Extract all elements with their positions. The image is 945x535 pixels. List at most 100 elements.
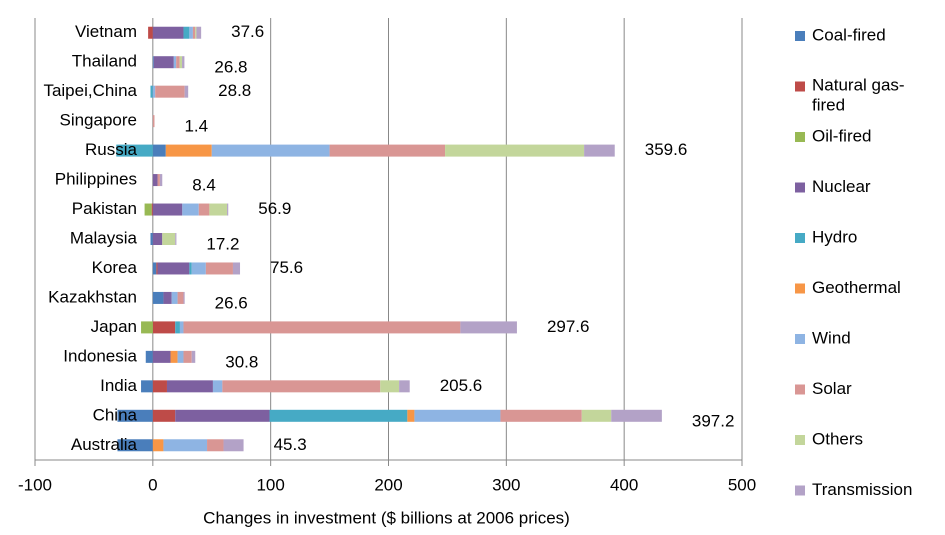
legend-label: Hydro (812, 227, 857, 246)
bar-segment (195, 26, 197, 39)
bar-segment (157, 174, 160, 187)
legend-swatch (795, 485, 805, 496)
bar-segment (152, 26, 184, 39)
category-label: Japan (91, 317, 137, 336)
bar-segment (223, 439, 244, 452)
legend-label: Solar (812, 379, 852, 398)
legend-swatch (795, 81, 805, 92)
category-label: Taipei,China (43, 81, 137, 100)
bar-segment (189, 26, 193, 39)
bar-segment (152, 174, 158, 187)
category-label: Thailand (72, 52, 137, 71)
bar-segment (162, 233, 176, 245)
legend-label: Wind (812, 328, 851, 347)
bar-segment (184, 85, 189, 98)
bar-segment (445, 144, 585, 157)
x-tick-label: -100 (18, 475, 52, 494)
bar-segment (183, 26, 190, 39)
bar-segment (152, 115, 155, 128)
bar-segment (175, 409, 270, 422)
bar-segment (176, 56, 180, 69)
total-label: 297.6 (547, 317, 590, 336)
legend-label: Natural gas-fired (812, 76, 905, 115)
x-tick-label: 100 (256, 475, 284, 494)
bar-segment (211, 144, 330, 157)
bar-segment (148, 26, 153, 39)
bar-segment (150, 85, 153, 98)
bar-segment (183, 350, 192, 363)
bar-segment (145, 350, 153, 363)
legend-swatch (795, 435, 805, 445)
category-label: Pakistan (72, 199, 137, 218)
bar-segment (152, 439, 164, 452)
legend-swatch (795, 31, 805, 41)
category-label: Singapore (59, 111, 137, 130)
total-label: 26.8 (214, 58, 247, 77)
bar-segment (399, 380, 410, 393)
total-label: 205.6 (440, 376, 483, 395)
bar-segment (165, 144, 212, 157)
legend-label: Transmission (812, 480, 912, 499)
legend-swatch (795, 283, 805, 294)
bar-segment (166, 380, 213, 393)
total-label: 45.3 (274, 435, 307, 454)
bar-segment (159, 174, 163, 187)
category-label: Korea (92, 258, 138, 277)
bar-segment (380, 380, 400, 393)
bar-segment (196, 26, 202, 39)
legend-swatch (795, 334, 805, 344)
bar-segment (117, 439, 153, 452)
bar-segment (414, 409, 501, 422)
category-label: Indonesia (63, 346, 137, 365)
bar-segment (212, 380, 223, 393)
bar-segment (152, 262, 157, 275)
bar-segment (205, 262, 233, 275)
category-label: Vietnam (75, 22, 137, 41)
x-tick-label: 200 (374, 475, 402, 494)
category-label: Philippines (55, 170, 137, 189)
total-label: 26.6 (215, 293, 248, 312)
total-label: 28.8 (218, 81, 251, 100)
bar-segment (152, 291, 164, 304)
bar-segment (222, 380, 381, 393)
bar-segment (329, 144, 446, 157)
bar-segment (171, 291, 178, 304)
bar-segment (173, 56, 177, 69)
bar-segment (152, 203, 183, 216)
bar-segment (152, 85, 156, 98)
bar-segment (152, 321, 176, 334)
bar-segment (175, 321, 180, 334)
bar-segment (407, 409, 415, 422)
bar-segment (152, 144, 166, 157)
bar-segment (116, 144, 153, 157)
total-label: 37.6 (231, 22, 264, 41)
bar-segment (152, 409, 176, 422)
bar-segment (179, 321, 184, 334)
total-label: 17.2 (206, 234, 239, 253)
total-label: 30.8 (225, 352, 258, 371)
bar-segment (170, 350, 178, 363)
x-tick-label: 500 (728, 475, 756, 494)
legend-swatch (795, 384, 805, 395)
bar-segment (189, 262, 192, 275)
total-label: 75.6 (270, 258, 303, 277)
category-label: India (100, 376, 137, 395)
bar-segment (175, 233, 177, 245)
bar-segment (152, 233, 163, 245)
bar-segment (227, 203, 229, 216)
legend-swatch (795, 233, 805, 243)
x-tick-label: 400 (610, 475, 638, 494)
bar-segment (141, 380, 153, 393)
legend-label: Others (812, 429, 863, 448)
x-axis-title: Changes in investment ($ billions at 200… (203, 508, 570, 527)
category-label: Kazakhstan (48, 287, 137, 306)
bar-segment (191, 350, 196, 363)
legend-label: Oil-fired (812, 126, 872, 145)
bar-segment (191, 262, 206, 275)
category-label: Malaysia (70, 228, 138, 247)
legend-label: Nuclear (812, 177, 871, 196)
total-label: 397.2 (692, 411, 735, 430)
bar-segment (183, 291, 185, 304)
bar-segment (117, 409, 153, 422)
